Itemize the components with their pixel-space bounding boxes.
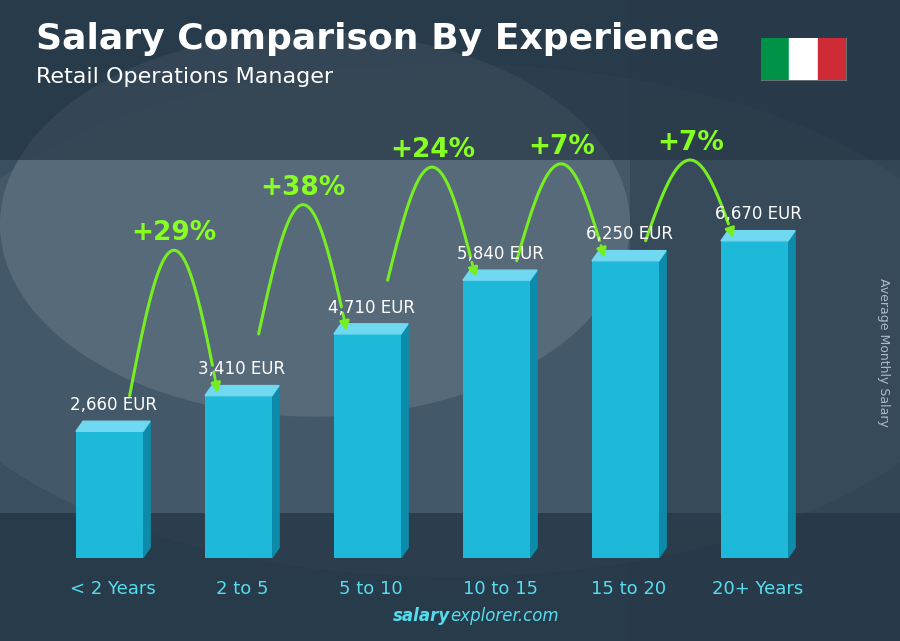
Text: 6,670 EUR: 6,670 EUR	[715, 205, 802, 224]
Text: +7%: +7%	[657, 130, 724, 156]
Text: +38%: +38%	[261, 174, 346, 201]
Text: 20+ Years: 20+ Years	[713, 580, 804, 598]
Text: 2,660 EUR: 2,660 EUR	[69, 396, 157, 414]
Bar	[0, 513, 900, 641]
Polygon shape	[334, 324, 408, 334]
Text: 3,410 EUR: 3,410 EUR	[199, 360, 285, 378]
Bar	[0, 0, 900, 160]
Ellipse shape	[0, 32, 630, 417]
Polygon shape	[205, 386, 279, 395]
Bar	[76, 431, 143, 558]
Text: 5 to 10: 5 to 10	[339, 580, 403, 598]
Text: Salary Comparison By Experience: Salary Comparison By Experience	[36, 22, 719, 56]
Bar	[721, 241, 788, 558]
Polygon shape	[401, 324, 408, 558]
Text: Average Monthly Salary: Average Monthly Salary	[878, 278, 890, 427]
Bar	[630, 0, 900, 641]
Polygon shape	[530, 270, 537, 558]
Text: Retail Operations Manager: Retail Operations Manager	[36, 67, 333, 87]
Polygon shape	[721, 231, 795, 241]
Text: 15 to 20: 15 to 20	[591, 580, 667, 598]
Polygon shape	[592, 251, 666, 261]
Polygon shape	[272, 386, 279, 558]
Polygon shape	[143, 421, 150, 558]
Bar	[817, 38, 846, 80]
Bar	[205, 395, 272, 558]
Bar	[789, 38, 817, 80]
Polygon shape	[788, 231, 795, 558]
Bar	[592, 261, 659, 558]
Text: 5,840 EUR: 5,840 EUR	[456, 245, 544, 263]
Text: +29%: +29%	[131, 221, 217, 246]
Text: +7%: +7%	[528, 134, 595, 160]
Polygon shape	[76, 421, 150, 431]
Text: 4,710 EUR: 4,710 EUR	[328, 299, 415, 317]
Text: explorer.com: explorer.com	[450, 607, 559, 625]
Text: < 2 Years: < 2 Years	[70, 580, 156, 598]
Text: 6,250 EUR: 6,250 EUR	[586, 226, 672, 244]
Text: 10 to 15: 10 to 15	[463, 580, 537, 598]
Text: +24%: +24%	[390, 137, 475, 163]
Text: salary: salary	[392, 607, 450, 625]
Bar	[334, 334, 401, 558]
Polygon shape	[659, 251, 666, 558]
Polygon shape	[463, 270, 537, 280]
Ellipse shape	[0, 64, 900, 577]
Bar	[463, 280, 530, 558]
Bar	[760, 38, 789, 80]
Text: 2 to 5: 2 to 5	[216, 580, 268, 598]
